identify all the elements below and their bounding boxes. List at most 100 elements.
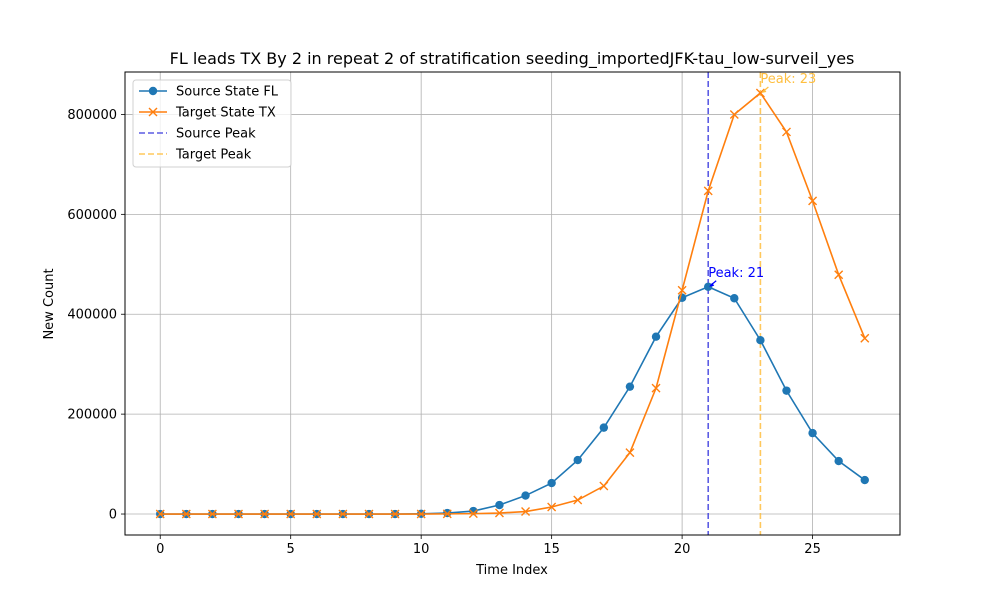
data-point	[808, 428, 817, 438]
data-point-stroke	[521, 507, 531, 517]
data-point	[547, 478, 556, 488]
legend-item: Target Peak	[139, 148, 252, 163]
data-point	[756, 336, 765, 345]
data-point	[625, 448, 635, 458]
series-lines	[155, 88, 870, 519]
data-point-stroke	[416, 509, 426, 519]
data-point	[573, 455, 582, 465]
data-point	[234, 509, 244, 519]
legend-item: Target State TX	[139, 106, 276, 121]
data-point-stroke	[703, 186, 713, 196]
data-point-stroke	[207, 509, 217, 519]
data-point-stroke	[755, 88, 765, 98]
data-point	[625, 382, 635, 391]
data-point	[312, 509, 322, 519]
annotation-label: Peak: 23	[760, 72, 816, 87]
data-point	[834, 270, 844, 280]
legend-label: Source State FL	[176, 85, 279, 100]
data-point	[260, 509, 270, 519]
legend-box	[132, 79, 292, 168]
data-point	[338, 509, 348, 519]
data-point	[677, 285, 687, 295]
y-axis-label: New Count	[42, 268, 57, 339]
data-point-stroke	[808, 196, 818, 206]
data-point	[155, 509, 165, 519]
data-point-stroke	[155, 509, 165, 519]
data-point	[599, 423, 609, 432]
data-point-stroke	[338, 509, 348, 519]
data-point-stroke	[860, 333, 870, 343]
data-point-stroke	[260, 509, 270, 519]
legend-item: Source Peak	[139, 127, 256, 142]
data-point	[703, 186, 713, 196]
data-point	[442, 509, 452, 519]
x-tick-label: 15	[543, 542, 560, 557]
data-point-stroke	[390, 509, 400, 519]
data-point-stroke	[625, 448, 635, 458]
data-point	[808, 196, 818, 206]
data-point	[468, 509, 478, 519]
data-point-stroke	[442, 509, 452, 519]
legend-marker	[148, 86, 158, 96]
peak-annotations: Peak: 21 Peak: 23	[708, 72, 816, 287]
data-point-stroke	[651, 383, 661, 393]
data-point-stroke	[364, 509, 374, 519]
annotation-label: Peak: 21	[708, 266, 764, 281]
data-point	[782, 386, 791, 395]
data-point	[573, 495, 583, 505]
peak-reference-lines	[707, 72, 762, 535]
x-tick-label: 20	[674, 542, 691, 557]
data-point-stroke	[286, 509, 296, 519]
data-point-stroke	[729, 109, 739, 119]
data-point-stroke	[181, 509, 191, 519]
data-point-stroke	[494, 508, 504, 518]
y-tick-label: 0	[109, 508, 117, 523]
data-point	[651, 383, 661, 393]
x-tick-label: 0	[156, 542, 164, 557]
data-point-stroke	[547, 502, 557, 512]
data-point	[729, 109, 739, 119]
data-point	[547, 502, 557, 512]
y-tick-label: 600000	[67, 208, 117, 223]
legend-item: Source State FL	[139, 85, 279, 100]
x-axis-label: Time Index	[475, 563, 548, 578]
data-point	[599, 481, 609, 491]
data-point	[364, 509, 374, 519]
legend-label: Source Peak	[176, 127, 256, 142]
legend-marker	[148, 107, 158, 117]
data-point	[521, 491, 530, 500]
data-point	[390, 509, 400, 519]
series-line-2	[160, 91, 866, 515]
chart-title: FL leads TX By 2 in repeat 2 of stratifi…	[170, 49, 855, 69]
data-point-stroke	[599, 481, 609, 491]
x-tick-label: 5	[287, 542, 295, 557]
data-point	[494, 508, 504, 518]
data-point-stroke	[834, 270, 844, 280]
data-point-stroke	[781, 127, 791, 137]
data-point	[416, 509, 426, 519]
annotation-arrowhead	[709, 282, 715, 287]
data-point	[286, 509, 296, 519]
y-tick-label: 800000	[67, 108, 117, 123]
data-point	[181, 509, 191, 519]
data-point-stroke	[234, 509, 244, 519]
data-point	[521, 507, 531, 517]
data-point-stroke	[468, 509, 478, 519]
legend: Source State FL Target State TX Source Pea…	[132, 79, 292, 168]
x-tick-label: 25	[804, 542, 821, 557]
axis-ticks: 0 5 10 15 20 25 0 200000 400000 600000 800000	[67, 108, 820, 557]
annotation-arrowhead	[761, 88, 767, 93]
data-point	[495, 500, 504, 510]
data-point	[755, 88, 765, 98]
y-tick-label: 200000	[67, 408, 117, 423]
data-point	[860, 475, 869, 485]
data-point	[860, 333, 870, 343]
legend-label: Target State TX	[175, 106, 276, 121]
legend-label: Target Peak	[175, 148, 252, 163]
data-point	[730, 294, 739, 303]
data-point-stroke	[312, 509, 322, 519]
data-point-stroke	[573, 495, 583, 505]
x-tick-label: 10	[413, 542, 430, 557]
